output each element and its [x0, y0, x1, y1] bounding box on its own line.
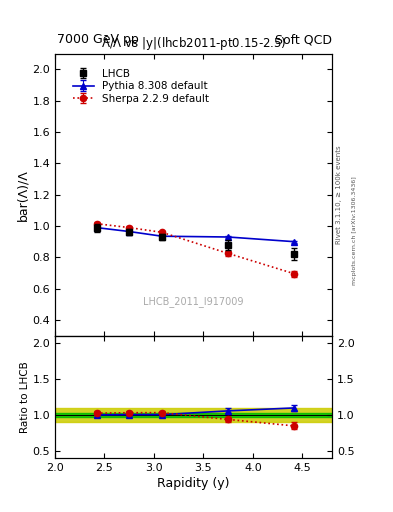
Legend: LHCB, Pythia 8.308 default, Sherpa 2.2.9 default: LHCB, Pythia 8.308 default, Sherpa 2.2.9… — [68, 65, 213, 108]
Text: 7000 GeV pp: 7000 GeV pp — [57, 33, 139, 46]
Y-axis label: bar(Λ)/Λ: bar(Λ)/Λ — [17, 169, 29, 221]
Bar — [55, 413, 332, 417]
X-axis label: Rapidity (y): Rapidity (y) — [157, 477, 230, 490]
Title: $\bar{\Lambda}/\Lambda$ vs |y|(lhcb2011-pt0.15-2.5): $\bar{\Lambda}/\Lambda$ vs |y|(lhcb2011-… — [101, 35, 286, 53]
Bar — [55, 408, 332, 422]
Text: Rivet 3.1.10, ≥ 100k events: Rivet 3.1.10, ≥ 100k events — [336, 145, 342, 244]
Y-axis label: Ratio to LHCB: Ratio to LHCB — [20, 361, 29, 433]
Text: LHCB_2011_I917009: LHCB_2011_I917009 — [143, 296, 244, 307]
Text: mcplots.cern.ch [arXiv:1306.3436]: mcplots.cern.ch [arXiv:1306.3436] — [352, 176, 357, 285]
Text: Soft QCD: Soft QCD — [275, 33, 332, 46]
